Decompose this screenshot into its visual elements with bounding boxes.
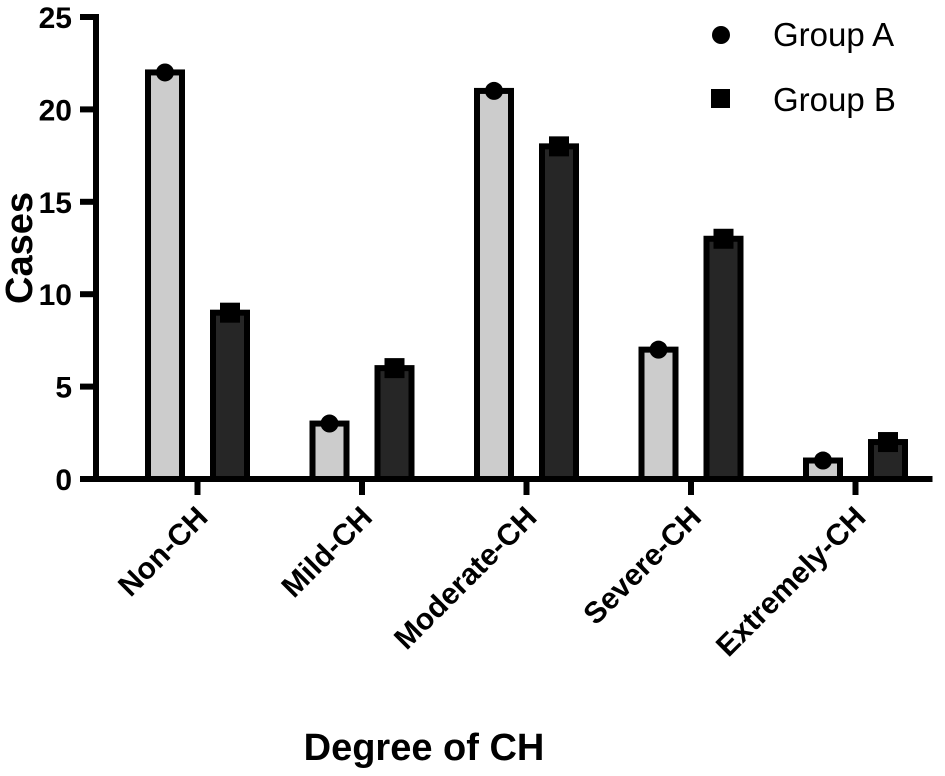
point-group-a-mild-ch <box>320 414 339 433</box>
point-group-b-mild-ch <box>384 358 405 379</box>
point-group-b-moderate-ch <box>549 136 569 157</box>
legend-label-group-a: Group A <box>773 16 894 53</box>
y-tick-label: 20 <box>39 94 72 127</box>
point-group-b-extremely-ch <box>878 432 898 453</box>
legend-marker-group-b <box>711 89 730 108</box>
legend: Group A Group B <box>711 16 896 118</box>
bar-group-b-non-ch <box>210 309 250 482</box>
y-tick-label: 25 <box>39 2 72 35</box>
bar-group-b-moderate-ch <box>539 143 579 483</box>
bar-group-b-mild-ch <box>374 365 415 482</box>
axes-layer <box>93 14 933 482</box>
point-group-b-non-ch <box>220 302 240 323</box>
bar-group-a-moderate-ch <box>474 87 514 482</box>
x-tick-label-severe-ch: Severe-CH <box>577 501 708 632</box>
point-group-a-severe-ch <box>649 340 668 359</box>
bar-group-a-severe-ch <box>638 346 679 483</box>
y-axis-title: Cases <box>0 192 41 304</box>
x-tick-label-mild-ch: Mild-CH <box>275 501 378 604</box>
y-tick-label: 0 <box>55 464 72 497</box>
legend-marker-group-a <box>712 26 730 44</box>
y-tick-label: 15 <box>39 187 72 220</box>
point-group-a-extremely-ch <box>814 451 832 470</box>
point-group-a-moderate-ch <box>485 81 503 100</box>
x-tick-label-extremely-ch: Extremely-CH <box>710 501 872 663</box>
point-group-b-severe-ch <box>713 228 734 249</box>
x-tick-label-non-ch: Non-CH <box>112 501 214 603</box>
y-tick-label: 10 <box>39 279 72 312</box>
bar-group-b-severe-ch <box>703 235 744 482</box>
point-group-a-non-ch <box>156 63 174 82</box>
bar-group-a-non-ch <box>145 69 185 482</box>
markers-layer <box>156 63 898 470</box>
x-axis-title: Degree of CH <box>304 727 545 769</box>
legend-label-group-b: Group B <box>773 81 896 118</box>
y-tick-label: 5 <box>55 372 72 405</box>
x-tick-label-moderate-ch: Moderate-CH <box>388 501 543 656</box>
bars-layer <box>145 69 908 483</box>
